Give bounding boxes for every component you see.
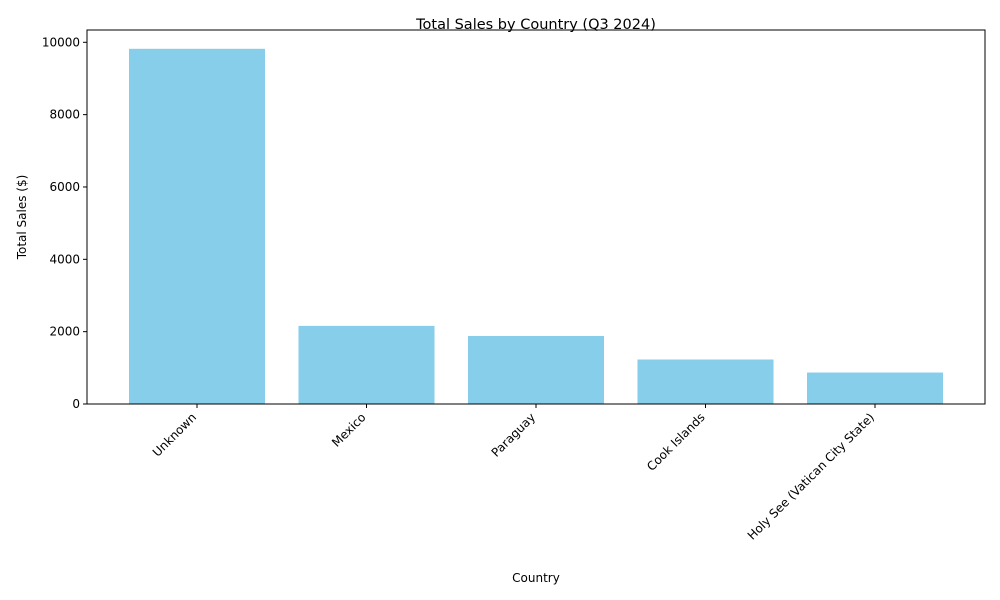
y-tick-label-5: 10000 bbox=[42, 35, 80, 49]
y-tick-label-3: 6000 bbox=[49, 180, 80, 194]
bar-2 bbox=[468, 336, 604, 404]
y-tick-label-4: 8000 bbox=[49, 108, 80, 122]
chart-title: Total Sales by Country (Q3 2024) bbox=[415, 17, 656, 33]
x-tick-label-2: Paraguay bbox=[489, 410, 539, 460]
x-tick-label-0: Unknown bbox=[150, 410, 199, 459]
y-axis: 0 2000 4000 6000 8000 10000 bbox=[42, 35, 87, 411]
x-tick-label-3: Cook Islands bbox=[644, 410, 707, 473]
y-tick-label-1: 2000 bbox=[49, 325, 80, 339]
bar-0 bbox=[129, 48, 265, 405]
bar-1 bbox=[298, 325, 435, 404]
bar-3 bbox=[637, 359, 774, 404]
x-tick-label-1: Mexico bbox=[329, 410, 369, 450]
x-axis-label: Country bbox=[512, 571, 560, 585]
bar-4 bbox=[807, 372, 943, 404]
x-axis: Unknown Mexico Paraguay Cook Islands Holy Se… bbox=[150, 404, 877, 543]
y-tick-label-2: 4000 bbox=[49, 252, 80, 266]
y-axis-label: Total Sales ($) bbox=[15, 175, 29, 261]
bars-group bbox=[129, 48, 943, 405]
plot-frame bbox=[86, 29, 986, 405]
y-tick-label-0: 0 bbox=[72, 397, 80, 411]
x-tick-label-4: Holy See (Vatican City State) bbox=[745, 410, 877, 542]
